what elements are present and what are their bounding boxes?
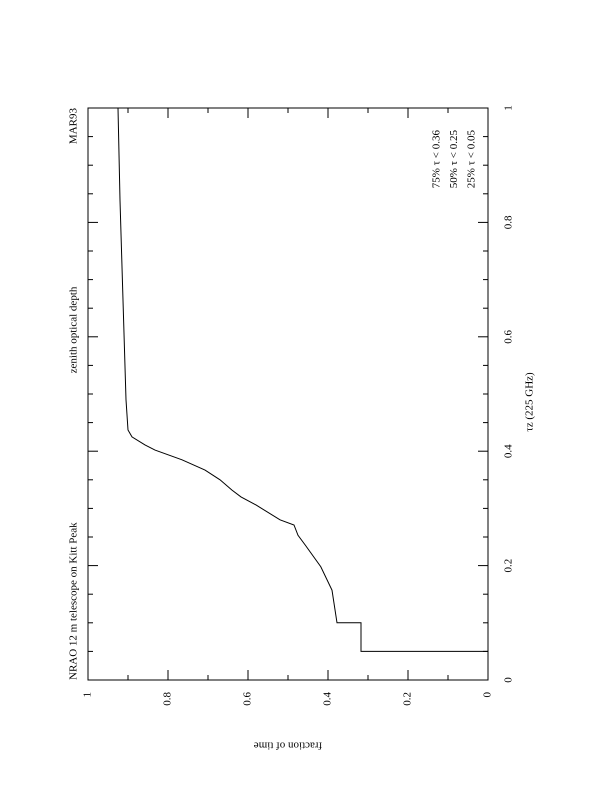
- y-axis-label: fraction of time: [254, 739, 323, 751]
- corner-label: MAR93: [68, 108, 80, 145]
- x-tick-label: 1: [503, 105, 515, 111]
- annotation: 50% τ < 0.25: [448, 130, 460, 189]
- x-tick-label: 0.2: [503, 559, 515, 573]
- annotation: 25% τ < 0.05: [466, 130, 478, 189]
- y-tick-label: 0.2: [402, 692, 414, 706]
- x-tick-label: 0.4: [503, 444, 515, 458]
- y-tick-label: 1: [82, 692, 94, 698]
- y-tick-label: 0.8: [162, 692, 174, 706]
- chart-title: NRAO 12 m telescope on Kitt Peak: [68, 522, 80, 680]
- y-tick-label: 0.6: [242, 692, 254, 706]
- x-tick-label: 0: [503, 677, 515, 683]
- x-axis-label: τz (225 GHz): [524, 372, 536, 432]
- x-tick-label: 0.6: [503, 329, 515, 343]
- rotated-plot: NRAO 12 m telescope on Kitt Peak zenith …: [68, 105, 536, 751]
- annotation: 75% τ < 0.36: [431, 130, 443, 189]
- y-tick-label: 0: [482, 692, 494, 698]
- chart-subtitle: zenith optical depth: [68, 286, 80, 373]
- data-line: [117, 107, 488, 652]
- y-tick-label: 0.4: [322, 692, 334, 706]
- plot-frame: [87, 107, 489, 681]
- x-tick-label: 0.8: [503, 215, 515, 229]
